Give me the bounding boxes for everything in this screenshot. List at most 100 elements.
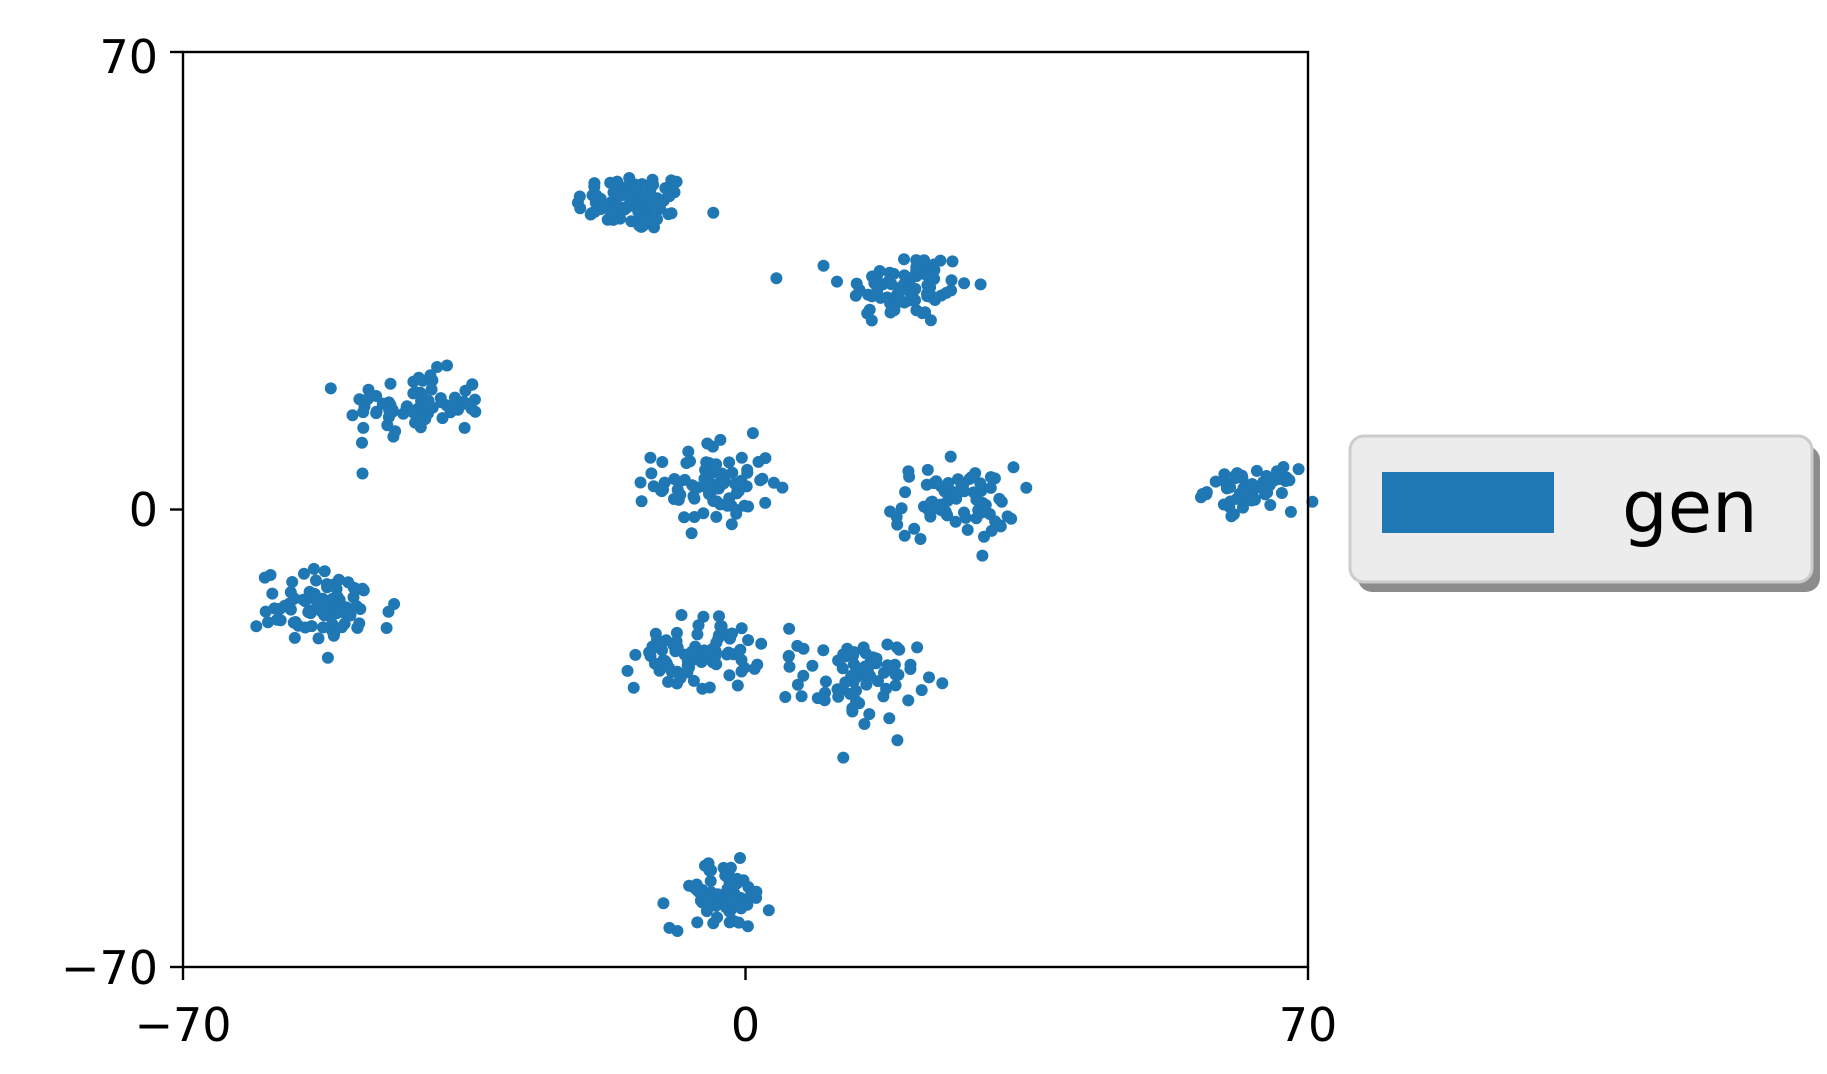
scatter-point [895,283,908,296]
scatter-point [424,369,437,382]
scatter-point [752,455,765,468]
scatter-point [1264,499,1277,511]
scatter-point [958,277,971,290]
scatter-point [704,875,717,888]
scatter-point [1237,501,1249,514]
scatter-point [266,587,279,600]
scatter-point [668,493,680,505]
scatter-point [741,898,754,911]
legend: gen [1348,434,1820,592]
scatter-point [844,687,857,700]
x-tick-label: 0 [731,998,760,1052]
scatter-point [409,416,422,429]
scatter-point [911,641,924,654]
scatter-point [993,492,1006,505]
scatter-point [903,470,916,483]
scatter-point [721,499,734,512]
scatter-point [710,510,723,523]
scatter-point [728,894,741,907]
scatter-point [883,274,896,287]
scatter-point [308,588,321,600]
scatter-point [711,888,724,901]
scatter-point [670,175,683,188]
scatter-point [623,189,636,202]
scatter-point [751,658,764,671]
scatter-point [635,495,648,508]
scatter-point [350,600,363,612]
scatter-point [946,255,959,268]
scatter-point [755,637,768,650]
scatter-point [312,632,325,645]
scatter-point [921,279,934,292]
scatter-point [859,647,872,660]
scatter-point [746,887,758,900]
scatter-point [791,678,804,691]
scatter-point [919,306,932,319]
scatter-point [922,504,935,517]
scatter-point [1005,512,1018,525]
scatter-point [1209,475,1222,488]
scatter-point [881,291,894,304]
scatter-point [929,294,941,306]
scatter-point [735,654,748,666]
scatter-point [621,200,634,213]
scatter-point [832,690,845,703]
scatter-point [817,259,830,272]
y-tick-label: 0 [129,483,158,537]
scatter-point [605,209,617,222]
scatter-point [628,178,641,191]
scatter-point [976,549,989,562]
scatter-point [734,643,747,656]
scatter-point [945,274,958,287]
scatter-point [722,646,735,659]
scatter-point [974,278,987,291]
scatter-point [735,622,748,635]
y-tick-label: 70 [99,30,158,84]
scatter-point [1218,468,1231,481]
scatter-point [307,562,320,575]
scatter-point [723,916,736,929]
scatter-point [692,619,705,632]
scatter-point [944,450,957,463]
scatter-point [730,504,743,516]
scatter-point [898,253,910,266]
scatter-point [1277,461,1290,473]
scatter-point [685,527,698,540]
scatter-point [410,386,423,399]
scatter-point [877,690,890,703]
scatter-point [934,254,947,267]
scatter-point [317,621,329,634]
scatter-point [671,677,683,690]
scatter-point [645,467,658,480]
scatter-point [1292,463,1305,476]
scatter-point [458,421,471,434]
scatter-point [741,463,754,476]
scatter-point [656,456,669,468]
scatter-point [288,631,301,644]
scatter-point [955,479,968,492]
scatter-point [595,203,608,215]
scatter-point [654,638,667,651]
scatter-point [646,173,659,186]
scatter-point [701,648,714,661]
scatter-point [741,920,754,933]
scatter-point [351,621,364,634]
scatter-point [881,638,894,651]
scatter-point [863,303,876,316]
scatter-point [657,897,670,910]
scatter-point [654,484,667,497]
scatter-point [890,641,903,654]
scatter-point [949,515,962,528]
scatter-point [783,622,796,635]
scatter-point [588,177,601,190]
scatter-point [923,671,935,684]
scatter-point [902,694,915,707]
scatter-point [735,451,748,464]
scatter-point [726,627,738,640]
scatter-point [1195,491,1207,504]
scatter-point [419,413,432,425]
scatter-point [898,296,911,309]
x-tick-label: −70 [134,998,231,1052]
scatter-point [691,628,704,641]
